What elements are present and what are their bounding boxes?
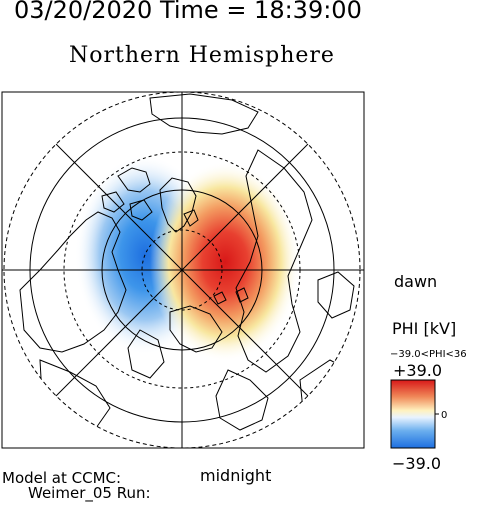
colorbar-min-label: −39.0: [392, 454, 441, 473]
colorbar-max-label: +39.0: [393, 361, 442, 380]
date-time-line: 03/20/2020 Time = 18:39:00: [14, 0, 362, 24]
run-line: Weimer_05 Run:: [28, 484, 151, 503]
colorbar-gradient: [390, 379, 436, 449]
page-title: Northern Hemisphere: [69, 43, 335, 68]
colorbar-range-text: −39.0<PHI<36: [390, 349, 467, 360]
midnight-label: midnight: [200, 466, 271, 485]
colorbar-zero-label: 0: [441, 410, 447, 421]
colorbar-title: PHI [kV]: [392, 319, 456, 338]
model-line: Model at CCMC:: [2, 469, 121, 487]
polar-map: dawn: [1, 91, 437, 449]
colorbar-legend: PHI [kV] −39.0<PHI<36 +39.0 0 −39.0: [390, 319, 467, 473]
dawn-potential-cell: [150, 162, 300, 362]
meridian-grid: [2, 92, 364, 448]
dawn-label: dawn: [394, 272, 437, 291]
